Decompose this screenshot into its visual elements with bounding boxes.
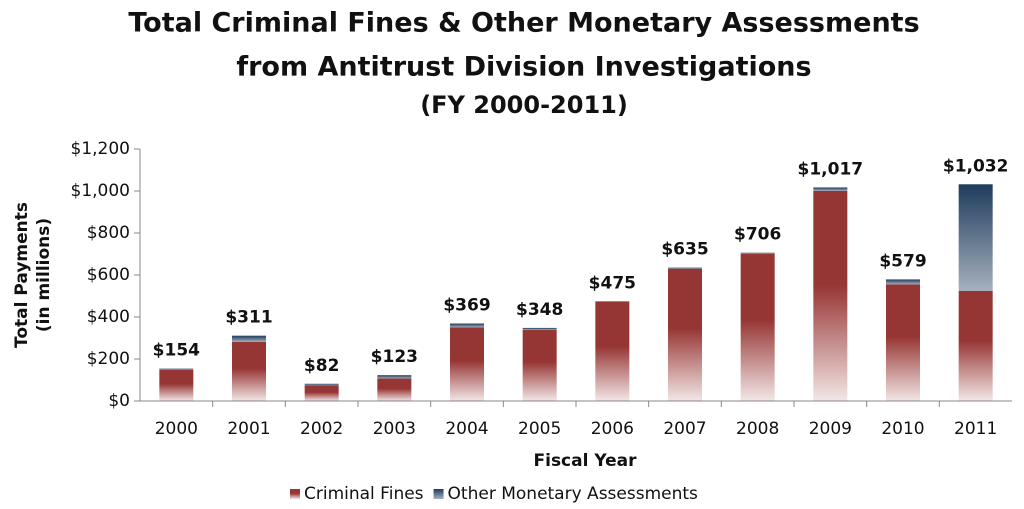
x-tick-label: 2007 <box>663 419 706 439</box>
bar-segment <box>668 268 702 401</box>
chart-title: Total Criminal Fines & Other Monetary As… <box>128 8 919 39</box>
bar-segment <box>522 327 557 331</box>
bar-segment <box>450 327 484 401</box>
x-tick-label: 2010 <box>881 419 924 439</box>
total-label: $154 <box>153 341 200 361</box>
total-label: $348 <box>516 300 563 320</box>
bar-segment <box>304 385 339 401</box>
bar-segment <box>813 187 848 191</box>
y-tick-label: $600 <box>87 265 130 285</box>
x-tick-label: 2000 <box>155 419 198 439</box>
chart-title: from Antitrust Division Investigations <box>236 52 811 83</box>
total-label: $123 <box>371 347 418 367</box>
legend-label: Other Monetary Assessments <box>448 484 698 504</box>
y-tick-label: $1,200 <box>71 139 130 159</box>
bar-segment <box>886 284 920 401</box>
bar-segment <box>668 267 702 269</box>
x-tick-label: 2008 <box>736 419 779 439</box>
bar-segment <box>522 330 557 401</box>
y-axis-label: (in millions) <box>34 218 54 332</box>
bar-segment <box>886 279 920 285</box>
x-tick-label: 2003 <box>373 419 416 439</box>
legend-swatch <box>433 489 444 499</box>
x-tick-label: 2005 <box>518 419 561 439</box>
bar-segment <box>595 301 630 401</box>
bar-segment <box>304 383 339 386</box>
bar-segment <box>450 323 484 328</box>
bar-segment <box>232 335 266 342</box>
total-label: $82 <box>304 356 340 376</box>
bar-segment <box>958 184 993 291</box>
x-tick-label: 2006 <box>591 419 634 439</box>
x-tick-label: 2011 <box>954 419 997 439</box>
x-tick-label: 2001 <box>227 419 270 439</box>
x-tick-label: 2009 <box>809 419 852 439</box>
legend-swatch <box>290 489 300 499</box>
y-tick-label: $400 <box>87 307 130 327</box>
y-tick-label: $0 <box>108 391 130 411</box>
bar-segment <box>740 253 775 401</box>
total-label: $635 <box>661 240 708 260</box>
x-tick-label: 2004 <box>445 419 488 439</box>
legend-label: Criminal Fines <box>304 484 424 504</box>
bar-segment <box>377 375 412 379</box>
total-label: $311 <box>225 308 272 328</box>
total-label: $475 <box>589 273 636 293</box>
bar-segment <box>159 368 194 370</box>
y-axis-label: Total Payments <box>12 202 32 348</box>
y-tick-label: $1,000 <box>71 181 130 201</box>
total-label: $369 <box>443 296 490 316</box>
total-label: $1,032 <box>943 156 1009 176</box>
y-tick-label: $800 <box>87 223 130 243</box>
total-label: $579 <box>879 251 926 271</box>
bar-segment <box>740 252 775 254</box>
bar-segment <box>159 369 194 401</box>
x-axis-label: Fiscal Year <box>534 451 638 471</box>
bar-segment <box>813 191 848 401</box>
total-label: $706 <box>734 225 781 245</box>
bar-segment <box>958 290 993 401</box>
chart-subtitle: (FY 2000-2011) <box>420 91 628 119</box>
y-tick-label: $200 <box>87 349 130 369</box>
total-label: $1,017 <box>798 159 864 179</box>
bar-segment <box>377 378 412 401</box>
bar-segment <box>232 341 266 401</box>
x-tick-label: 2002 <box>300 419 343 439</box>
